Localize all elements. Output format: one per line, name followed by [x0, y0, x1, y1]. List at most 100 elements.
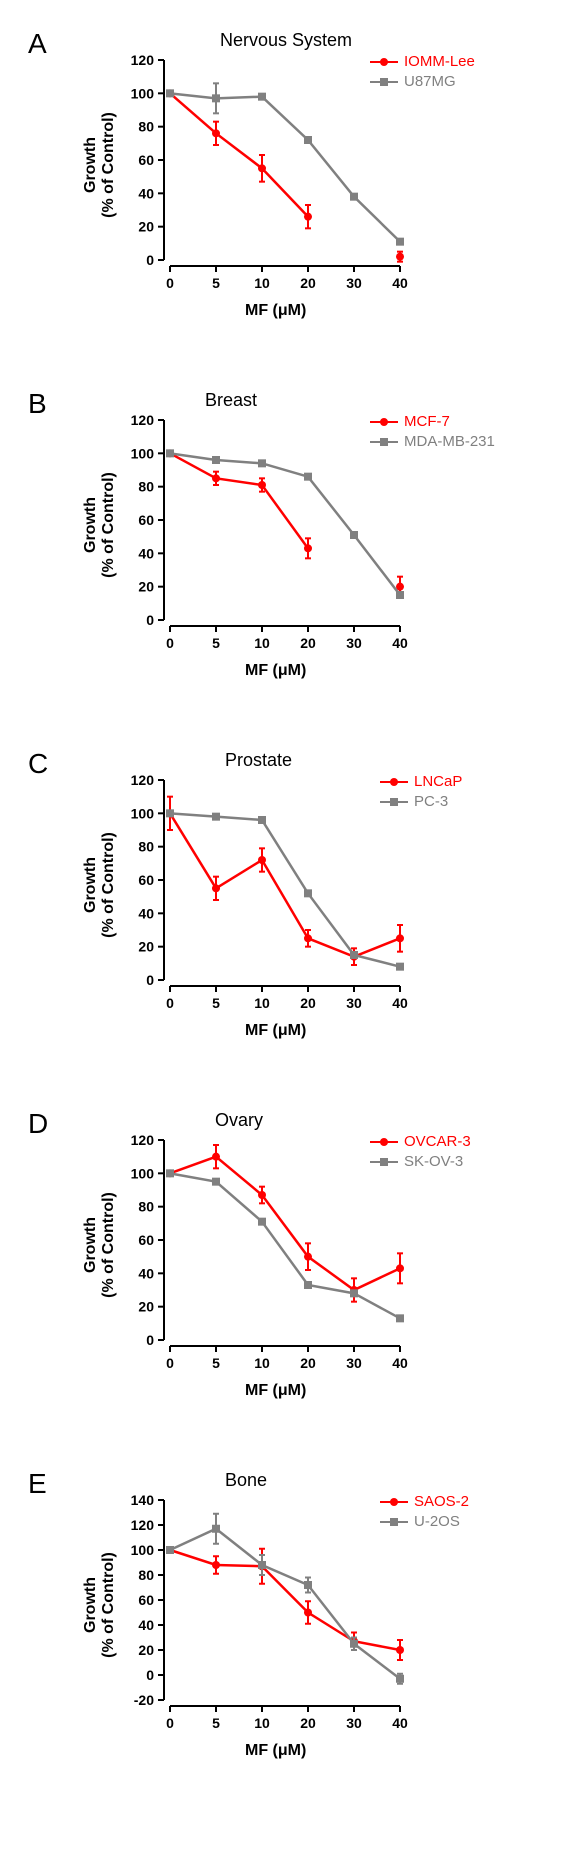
- tick-label: 120: [131, 52, 155, 68]
- marker-circle-icon: [396, 253, 404, 261]
- tick-label: 40: [392, 1715, 408, 1731]
- marker-square-icon: [350, 1289, 358, 1297]
- tick-label: 40: [138, 905, 154, 921]
- series-line: [170, 1157, 400, 1290]
- marker-square-icon: [212, 1525, 220, 1533]
- marker-square-icon: [166, 809, 174, 817]
- panel-D: DOvaryGrowth (% of Control)MF (μM)OVCAR-…: [0, 1100, 572, 1440]
- marker-square-icon: [258, 816, 266, 824]
- tick-label: 5: [212, 635, 220, 651]
- tick-label: 0: [146, 1332, 154, 1348]
- series-line: [170, 453, 400, 595]
- panel-title: Ovary: [215, 1110, 263, 1131]
- tick-label: 5: [212, 1715, 220, 1731]
- tick-label: 100: [131, 1542, 155, 1558]
- tick-label: 80: [138, 479, 154, 495]
- marker-circle-icon: [258, 1191, 266, 1199]
- tick-label: 40: [392, 275, 408, 291]
- panel-letter: D: [28, 1108, 48, 1140]
- series-line: [170, 1529, 400, 1679]
- chart-svg: 0204060801001200510203040: [130, 1130, 450, 1400]
- marker-circle-icon: [212, 1561, 220, 1569]
- marker-square-icon: [304, 889, 312, 897]
- tick-label: 30: [346, 995, 362, 1011]
- marker-square-icon: [350, 1640, 358, 1648]
- marker-square-icon: [304, 1581, 312, 1589]
- series-line: [170, 813, 400, 956]
- marker-circle-icon: [304, 1253, 312, 1261]
- marker-circle-icon: [396, 1646, 404, 1654]
- marker-square-icon: [258, 1561, 266, 1569]
- tick-label: 80: [138, 1199, 154, 1215]
- tick-label: 120: [131, 1132, 155, 1148]
- series-line: [170, 1550, 400, 1650]
- marker-square-icon: [166, 1546, 174, 1554]
- tick-label: 120: [131, 1517, 155, 1533]
- marker-square-icon: [212, 1178, 220, 1186]
- marker-circle-icon: [212, 474, 220, 482]
- tick-label: 80: [138, 839, 154, 855]
- tick-label: 0: [166, 995, 174, 1011]
- tick-label: 20: [138, 1299, 154, 1315]
- marker-square-icon: [212, 456, 220, 464]
- marker-square-icon: [212, 813, 220, 821]
- tick-label: 100: [131, 1165, 155, 1181]
- marker-circle-icon: [304, 544, 312, 552]
- panel-letter: E: [28, 1468, 47, 1500]
- marker-square-icon: [350, 951, 358, 959]
- panel-letter: B: [28, 388, 47, 420]
- y-axis-label: Growth (% of Control): [82, 832, 118, 938]
- panel-C: CProstateGrowth (% of Control)MF (μM)LNC…: [0, 740, 572, 1080]
- y-axis-label: Growth (% of Control): [82, 1192, 118, 1298]
- tick-label: 60: [138, 872, 154, 888]
- panel-E: EBoneGrowth (% of Control)MF (μM)SAOS-2U…: [0, 1460, 572, 1800]
- panel-title: Breast: [205, 390, 257, 411]
- panel-title: Prostate: [225, 750, 292, 771]
- tick-label: 10: [254, 1355, 270, 1371]
- tick-label: 0: [146, 972, 154, 988]
- marker-circle-icon: [304, 213, 312, 221]
- marker-square-icon: [350, 193, 358, 201]
- tick-label: 20: [300, 1355, 316, 1371]
- tick-label: 120: [131, 772, 155, 788]
- tick-label: 100: [131, 445, 155, 461]
- tick-label: 60: [138, 152, 154, 168]
- marker-square-icon: [396, 238, 404, 246]
- panel-letter: A: [28, 28, 47, 60]
- tick-label: 0: [146, 252, 154, 268]
- tick-label: 100: [131, 85, 155, 101]
- panel-title: Bone: [225, 1470, 267, 1491]
- marker-circle-icon: [212, 884, 220, 892]
- tick-label: 10: [254, 995, 270, 1011]
- tick-label: 140: [131, 1492, 155, 1508]
- marker-circle-icon: [304, 934, 312, 942]
- tick-label: 20: [138, 939, 154, 955]
- tick-label: 60: [138, 1592, 154, 1608]
- y-axis-label: Growth (% of Control): [82, 472, 118, 578]
- tick-label: -20: [134, 1692, 154, 1708]
- series-line: [170, 813, 400, 966]
- tick-label: 0: [146, 1667, 154, 1683]
- panel-title: Nervous System: [220, 30, 352, 51]
- tick-label: 40: [138, 545, 154, 561]
- series-line: [170, 1173, 400, 1318]
- tick-label: 30: [346, 1715, 362, 1731]
- tick-label: 10: [254, 1715, 270, 1731]
- tick-label: 0: [166, 275, 174, 291]
- marker-square-icon: [396, 1675, 404, 1683]
- tick-label: 20: [138, 579, 154, 595]
- tick-label: 40: [392, 995, 408, 1011]
- marker-circle-icon: [258, 164, 266, 172]
- marker-circle-icon: [212, 129, 220, 137]
- tick-label: 40: [392, 1355, 408, 1371]
- marker-square-icon: [166, 89, 174, 97]
- series-line: [170, 453, 400, 586]
- tick-label: 60: [138, 512, 154, 528]
- chart-svg: 0204060801001200510203040: [130, 770, 450, 1040]
- tick-label: 40: [138, 1617, 154, 1633]
- chart-svg: -200204060801001201400510203040: [130, 1490, 450, 1760]
- tick-label: 80: [138, 119, 154, 135]
- tick-label: 60: [138, 1232, 154, 1248]
- y-axis-label: Growth (% of Control): [82, 1552, 118, 1658]
- tick-label: 20: [138, 1642, 154, 1658]
